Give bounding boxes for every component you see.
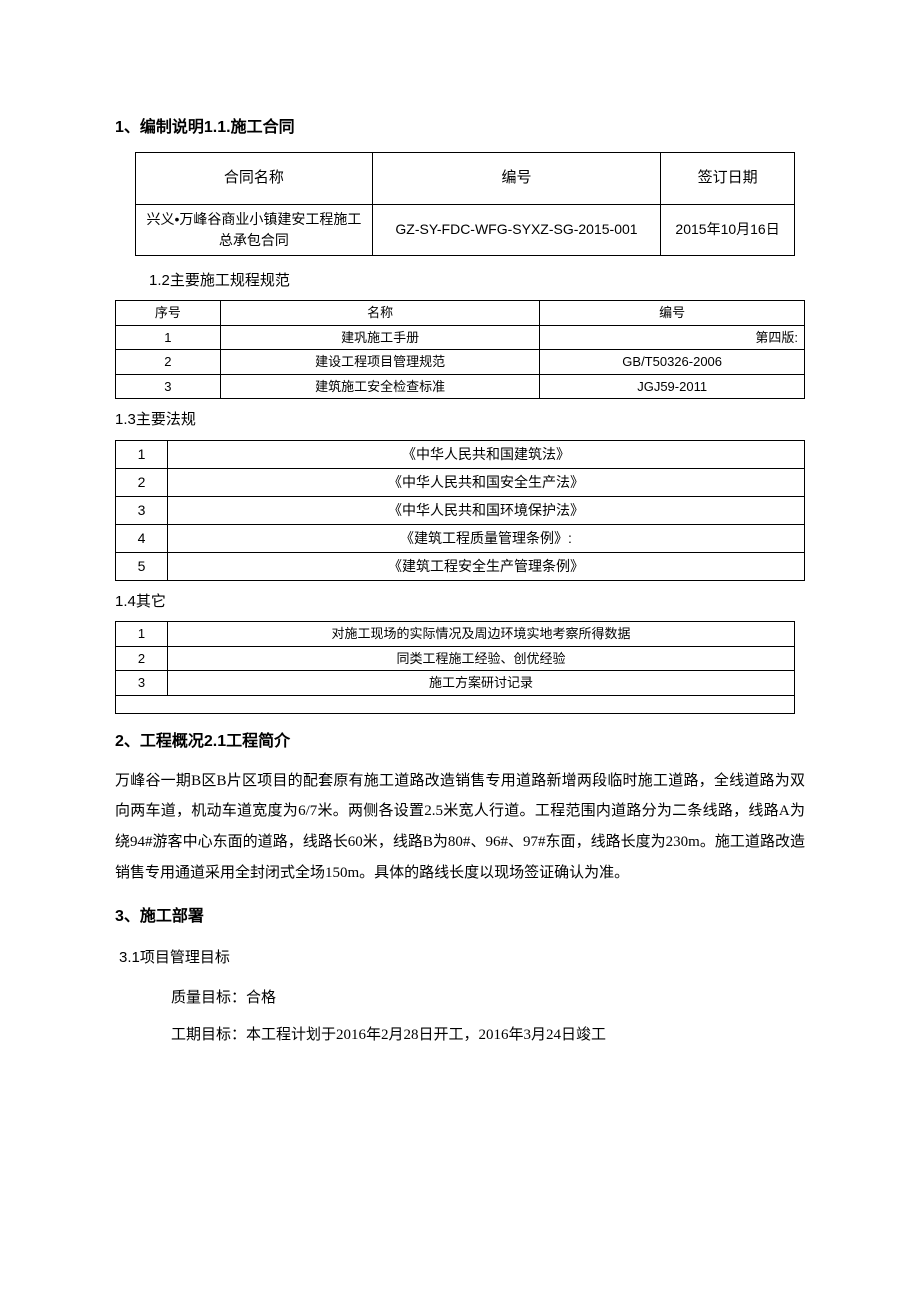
td-other: 对施工现场的实际情况及周边环境实地考察所得数据 xyxy=(168,622,795,647)
table-row: 3 《中华人民共和国环境保护法》 xyxy=(116,496,805,524)
table-row: 3 建筑施工安全检查标准 JGJ59-2011 xyxy=(116,374,805,399)
td-law: 《中华人民共和国环境保护法》 xyxy=(168,496,805,524)
td-seq: 5 xyxy=(116,552,168,580)
quality-target: 质量目标：合格 xyxy=(171,987,805,1010)
td-seq: 1 xyxy=(116,325,221,350)
td-law: 《建筑工程安全生产管理条例》 xyxy=(168,552,805,580)
td-contract-no: GZ-SY-FDC-WFG-SYXZ-SG-2015-001 xyxy=(372,204,660,255)
sub-1-3: 1.3主要法规 xyxy=(115,409,805,432)
table-row: 1 对施工现场的实际情况及周边环境实地考察所得数据 xyxy=(116,622,795,647)
td-contract-name: 兴义•万峰谷商业小镇建安工程施工总承包合同 xyxy=(136,204,373,255)
table-row: 1 《中华人民共和国建筑法》 xyxy=(116,440,805,468)
spec-table: 序号 名称 编号 1 建巩施工手册 第四版: 2 建设工程项目管理规范 GB/T… xyxy=(115,300,805,399)
table-row: 2 建设工程项目管理规范 GB/T50326-2006 xyxy=(116,350,805,375)
td-other: 同类工程施工经验、创优经验 xyxy=(168,646,795,671)
table-row: 4 《建筑工程质量管理条例》: xyxy=(116,524,805,552)
td-seq: 3 xyxy=(116,496,168,524)
td-seq: 4 xyxy=(116,524,168,552)
law-table: 1 《中华人民共和国建筑法》 2 《中华人民共和国安全生产法》 3 《中华人民共… xyxy=(115,440,805,581)
th-contract-no: 编号 xyxy=(372,153,660,205)
td-code: 第四版: xyxy=(540,325,805,350)
project-intro-body: 万峰谷一期B区B片区项目的配套原有施工道路改造销售专用道路新增两段临时施工道路，… xyxy=(115,766,805,889)
section-3-heading: 3、施工部署 xyxy=(115,905,805,929)
td-sign-date: 2015年10月16日 xyxy=(661,204,795,255)
table-row: 2 同类工程施工经验、创优经验 xyxy=(116,646,795,671)
td-seq: 2 xyxy=(116,350,221,375)
other-table: 1 对施工现场的实际情况及周边环境实地考察所得数据 2 同类工程施工经验、创优经… xyxy=(115,621,795,714)
sub-1-2: 1.2主要施工规程规范 xyxy=(149,270,805,293)
td-name: 建筑施工安全检查标准 xyxy=(220,374,539,399)
th-name: 名称 xyxy=(220,301,539,326)
td-law: 《中华人民共和国建筑法》 xyxy=(168,440,805,468)
td-seq: 3 xyxy=(116,374,221,399)
table-row: 兴义•万峰谷商业小镇建安工程施工总承包合同 GZ-SY-FDC-WFG-SYXZ… xyxy=(136,204,795,255)
section-1-heading: 1、编制说明1.1.施工合同 xyxy=(115,116,805,140)
td-law: 《中华人民共和国安全生产法》 xyxy=(168,468,805,496)
table-row: 序号 名称 编号 xyxy=(116,301,805,326)
contract-table: 合同名称 编号 签订日期 兴义•万峰谷商业小镇建安工程施工总承包合同 GZ-SY… xyxy=(135,152,795,256)
th-code: 编号 xyxy=(540,301,805,326)
td-code: GB/T50326-2006 xyxy=(540,350,805,375)
td-seq: 2 xyxy=(116,646,168,671)
td-code: JGJ59-2011 xyxy=(540,374,805,399)
td-seq: 3 xyxy=(116,671,168,696)
td-name: 建巩施工手册 xyxy=(220,325,539,350)
table-row: 5 《建筑工程安全生产管理条例》 xyxy=(116,552,805,580)
section-2-heading: 2、工程概况2.1工程简介 xyxy=(115,730,805,754)
td-seq: 2 xyxy=(116,468,168,496)
th-sign-date: 签订日期 xyxy=(661,153,795,205)
table-row-empty xyxy=(116,695,795,713)
td-empty xyxy=(116,695,795,713)
td-seq: 1 xyxy=(116,622,168,647)
td-law: 《建筑工程质量管理条例》: xyxy=(168,524,805,552)
table-row: 合同名称 编号 签订日期 xyxy=(136,153,795,205)
th-seq: 序号 xyxy=(116,301,221,326)
table-row: 3 施工方案研讨记录 xyxy=(116,671,795,696)
sub-3-1: 3.1项目管理目标 xyxy=(119,947,805,970)
td-other: 施工方案研讨记录 xyxy=(168,671,795,696)
table-row: 2 《中华人民共和国安全生产法》 xyxy=(116,468,805,496)
td-seq: 1 xyxy=(116,440,168,468)
sub-1-4: 1.4其它 xyxy=(115,591,805,614)
table-row: 1 建巩施工手册 第四版: xyxy=(116,325,805,350)
td-name: 建设工程项目管理规范 xyxy=(220,350,539,375)
schedule-target: 工期目标：本工程计划于2016年2月28日开工，2016年3月24日竣工 xyxy=(171,1024,805,1047)
th-contract-name: 合同名称 xyxy=(136,153,373,205)
